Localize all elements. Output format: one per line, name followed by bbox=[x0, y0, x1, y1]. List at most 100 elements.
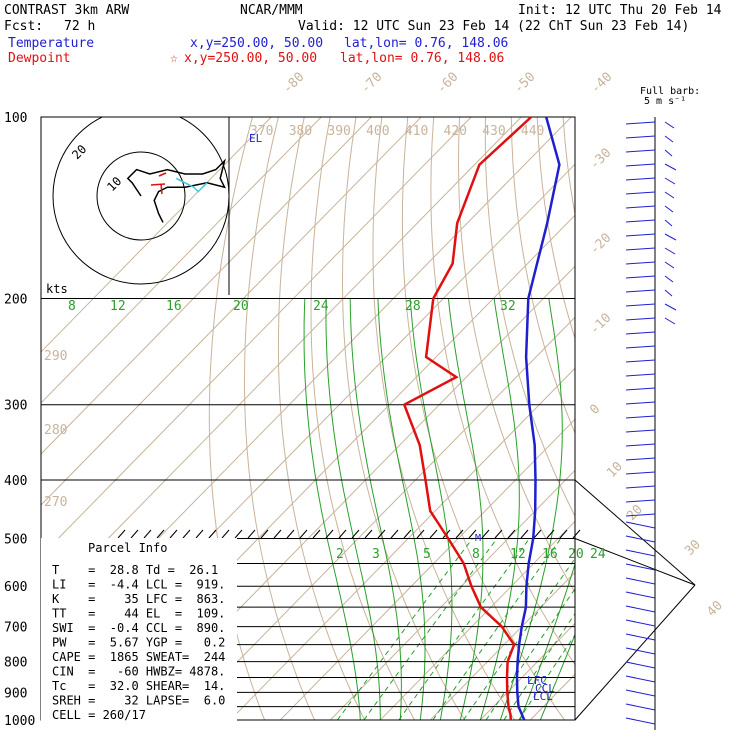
isotherm-line bbox=[41, 117, 422, 506]
wind-barb bbox=[625, 457, 656, 461]
wind-barb-flag bbox=[664, 191, 675, 199]
wind-barb bbox=[625, 331, 656, 335]
wind-barb bbox=[625, 717, 656, 725]
wind-barb bbox=[625, 275, 656, 279]
valid-time: Valid: 12 UTC Sun 23 Feb 14 (22 ChT Sun … bbox=[298, 19, 689, 34]
wind-barb-flag bbox=[664, 205, 674, 213]
hatch-mark bbox=[169, 529, 178, 539]
isotherm-label: 10 bbox=[604, 459, 626, 481]
wind-barb bbox=[625, 135, 656, 139]
parcel-info-title: Parcel Info bbox=[88, 541, 167, 555]
mixing-ratio-label: 28 bbox=[405, 299, 421, 314]
hodograph-ring-20 bbox=[52, 117, 229, 285]
parcel-info-row: PW = 5.67 YGP = 0.2 bbox=[52, 636, 225, 650]
hatch-mark bbox=[403, 529, 412, 539]
pressure-tick-label: 800 bbox=[4, 656, 27, 671]
wind-barb bbox=[625, 261, 656, 265]
hatch-mark bbox=[234, 529, 243, 539]
hodograph-ring-label: 10 bbox=[104, 174, 124, 194]
wind-barb-flag bbox=[664, 261, 675, 269]
hatch-mark bbox=[533, 529, 542, 539]
wind-barb bbox=[625, 219, 656, 223]
hodograph-trace bbox=[126, 158, 227, 223]
wind-barb bbox=[625, 205, 656, 209]
hatch-mark bbox=[429, 529, 438, 539]
wind-barb bbox=[625, 647, 656, 655]
pressure-tick-label: 1000 bbox=[4, 714, 35, 729]
parcel-info-row: CAPE = 1865 SWEAT= 244 bbox=[52, 650, 225, 664]
wind-barb bbox=[625, 303, 656, 307]
pressure-tick-label: 500 bbox=[4, 532, 27, 547]
mixing-ratio-label: 5 bbox=[423, 547, 431, 562]
wind-barb bbox=[625, 485, 656, 489]
parcel-info-row: TT = 44 EL = 109. bbox=[52, 607, 225, 621]
isotherm-line bbox=[179, 316, 575, 720]
isotherm-label: -70 bbox=[358, 70, 385, 97]
parcel-info-row: SWI = -0.4 CCL = 890. bbox=[52, 621, 225, 635]
dry-adiabat-line bbox=[341, 117, 466, 720]
wind-barb bbox=[625, 535, 656, 543]
hatch-mark bbox=[208, 529, 217, 539]
isotherm-line bbox=[329, 469, 575, 720]
hatch-mark bbox=[273, 529, 282, 539]
isotherm-label: -80 bbox=[280, 70, 307, 97]
hodograph-ring-label: 20 bbox=[69, 142, 89, 162]
parcel-info-row: K = 35 LFC = 863. bbox=[52, 592, 225, 606]
mixing-ratio-label: 2 bbox=[336, 547, 344, 562]
theta-label: 390 bbox=[327, 124, 350, 139]
moist-adiabat-line bbox=[539, 633, 575, 720]
theta-label: 400 bbox=[366, 124, 389, 139]
init-time: Init: 12 UTC Thu 20 Feb 14 bbox=[518, 3, 722, 18]
pressure-tick-label: 400 bbox=[4, 474, 27, 489]
isotherm-label: 40 bbox=[704, 598, 726, 620]
dewpoint-profile-line bbox=[402, 116, 533, 721]
wind-barb-flag bbox=[664, 317, 676, 325]
hatch-mark bbox=[286, 529, 295, 539]
isotherm-line bbox=[279, 418, 575, 720]
isotherm-label: -20 bbox=[587, 231, 614, 258]
theta-left-label: 270 bbox=[44, 495, 67, 510]
wind-barb-flag bbox=[664, 275, 674, 283]
wind-barb bbox=[625, 633, 656, 641]
wind-barb bbox=[625, 521, 656, 529]
wind-barb bbox=[625, 429, 656, 433]
isotherm-label: 0 bbox=[587, 402, 603, 418]
mixing-ratio-label: 8 bbox=[472, 547, 480, 562]
wind-barb bbox=[625, 577, 656, 585]
wind-barb-flag bbox=[664, 289, 673, 297]
plot-border bbox=[40, 116, 576, 721]
hatch-mark bbox=[156, 529, 165, 539]
wind-barb bbox=[625, 345, 656, 349]
dry-adiabat-line bbox=[667, 117, 740, 720]
dry-adiabat-line bbox=[372, 117, 516, 720]
pressure-tick-label: 600 bbox=[4, 580, 27, 595]
hatch-mark bbox=[221, 529, 230, 539]
wind-barb bbox=[625, 549, 656, 557]
hatch-mark bbox=[117, 529, 126, 539]
moist-adiabat-line bbox=[349, 298, 402, 720]
mixing-ratio-label: 24 bbox=[313, 299, 329, 314]
wind-barb bbox=[625, 317, 656, 321]
wind-barb bbox=[625, 703, 656, 711]
isotherm-line bbox=[379, 520, 575, 720]
parcel-info-row: CELL = 260/17 bbox=[52, 708, 146, 722]
temperature-profile-line bbox=[515, 116, 561, 721]
background-grid bbox=[40, 116, 740, 730]
wind-barb-flag bbox=[664, 233, 677, 241]
wind-barb bbox=[625, 563, 656, 571]
mixing-ratio-label: 32 bbox=[500, 299, 516, 314]
wind-barb bbox=[625, 191, 656, 195]
wind-barb-flag bbox=[664, 247, 676, 255]
ccl-marker: CCL bbox=[535, 682, 555, 695]
lfc-marker: LFC bbox=[527, 674, 547, 687]
isotherm-line bbox=[580, 117, 740, 720]
dry-adiabat-line bbox=[277, 117, 366, 720]
theta-label: 370 bbox=[250, 124, 273, 139]
isotherm-line bbox=[680, 117, 740, 720]
mixing-ratio-label: 16 bbox=[166, 299, 182, 314]
hatch-mark bbox=[299, 529, 308, 539]
pressure-tick-label: 100 bbox=[4, 111, 27, 126]
wind-barb bbox=[625, 415, 656, 419]
